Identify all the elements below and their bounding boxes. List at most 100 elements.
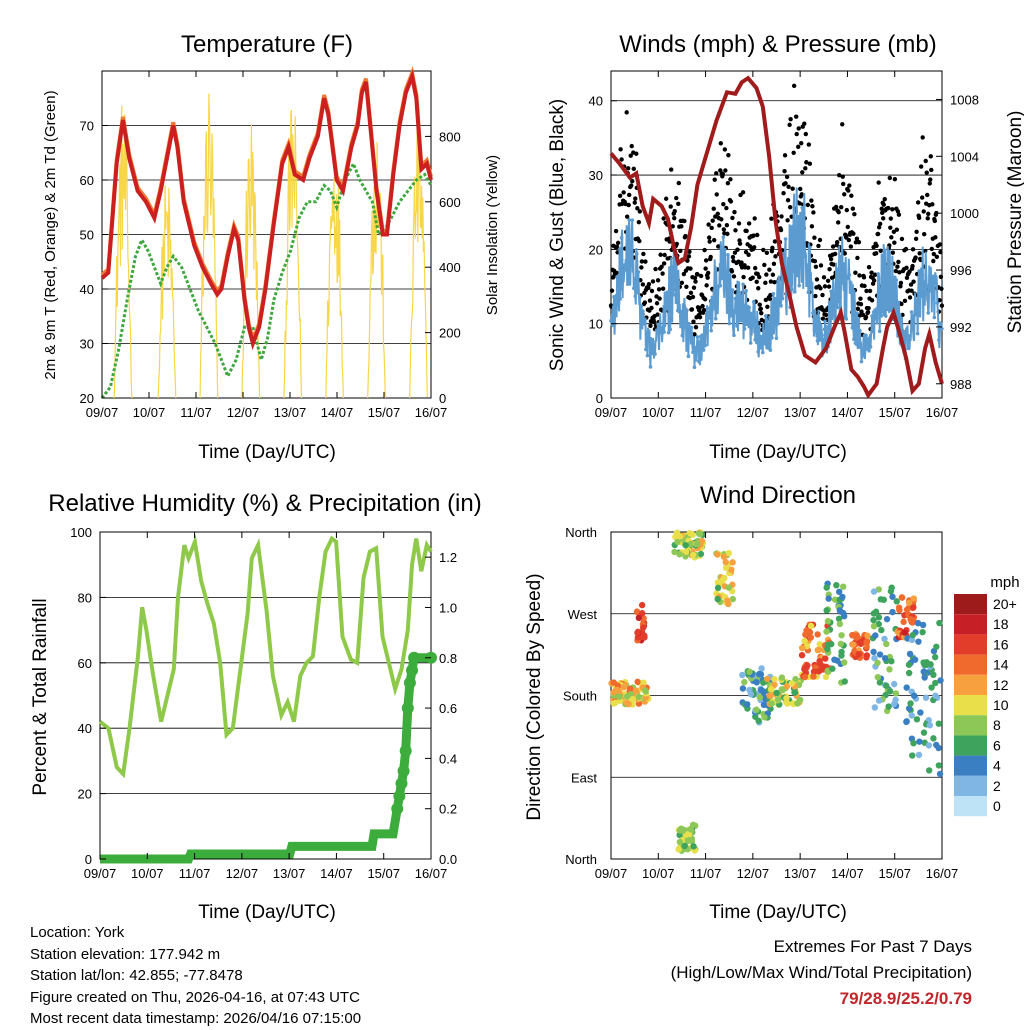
gust-point xyxy=(756,286,761,291)
temperature-xtick-label: 10/07 xyxy=(133,405,166,420)
direction-point xyxy=(674,538,681,546)
direction-point xyxy=(872,608,880,615)
direction-point xyxy=(881,655,889,662)
wind-speed-point xyxy=(609,319,613,323)
gust-point xyxy=(922,231,927,237)
wind-xtick-label: 16/07 xyxy=(926,405,959,420)
gust-point xyxy=(662,252,667,258)
pressure-line xyxy=(609,75,944,399)
gust-point xyxy=(615,240,621,246)
gust-point xyxy=(918,164,924,169)
rainfall-point xyxy=(397,764,410,777)
gust-point xyxy=(621,190,626,195)
legend-title: mph xyxy=(990,574,1019,591)
gust-point xyxy=(833,204,839,210)
gust-point xyxy=(648,323,653,328)
gust-point xyxy=(809,198,814,203)
rh-ytick-right-label: 1.2 xyxy=(439,550,457,565)
direction-point xyxy=(822,673,830,681)
gust-point xyxy=(861,275,867,280)
wind-speed-point xyxy=(827,300,832,305)
gust-point xyxy=(866,264,872,270)
direction-point xyxy=(802,631,809,638)
gust-point xyxy=(726,153,731,158)
wind-speed-point xyxy=(938,321,943,326)
wind-speed-point xyxy=(896,304,900,308)
gust-point xyxy=(708,254,713,260)
gust-point xyxy=(924,170,929,175)
wind-speed-point xyxy=(774,336,779,341)
direction-point xyxy=(932,679,939,687)
direction-point xyxy=(876,651,884,658)
gust-point xyxy=(679,280,685,286)
direction-point xyxy=(932,692,939,699)
direction-point xyxy=(905,669,913,677)
wind-speed-point xyxy=(803,254,808,259)
gust-point xyxy=(649,305,654,311)
gust-point xyxy=(617,193,623,198)
rh-ytick-label: 100 xyxy=(70,525,92,540)
legend-swatch xyxy=(954,695,987,716)
direction-point xyxy=(823,607,830,614)
gust-point xyxy=(907,269,912,274)
dewpoint-line xyxy=(100,159,433,399)
direction-point xyxy=(871,654,878,662)
gust-point xyxy=(746,221,752,226)
direction-point xyxy=(886,666,893,673)
direction-point xyxy=(889,593,896,600)
wind-speed-point xyxy=(648,365,653,369)
solar-insolation-line xyxy=(113,105,133,399)
direction-point xyxy=(871,704,879,711)
temperature-ytick-label: 30 xyxy=(80,337,94,352)
wind-speed-point xyxy=(808,245,812,250)
gust-point xyxy=(857,273,862,278)
wind-speed-point xyxy=(741,282,745,287)
wind-speed-point xyxy=(868,345,873,349)
wind-speed-point xyxy=(823,319,827,324)
wind-xtick-label: 13/07 xyxy=(784,405,817,420)
gust-point xyxy=(806,142,812,147)
gust-point xyxy=(718,141,723,146)
gust-point xyxy=(682,218,687,224)
gust-point xyxy=(703,258,709,263)
direction-point xyxy=(816,641,823,648)
direction-point xyxy=(616,693,623,700)
legend-swatch xyxy=(954,796,987,817)
wind-speed-point xyxy=(706,315,710,320)
gust-point xyxy=(721,202,726,207)
wind-ylabel-right: Station Pressure (Maroon) xyxy=(1005,111,1024,334)
direction-point xyxy=(676,838,684,846)
direction-point xyxy=(675,846,682,853)
temperature-ytick-right-label: 400 xyxy=(439,260,461,275)
gust-point xyxy=(650,279,656,284)
wind-speed-point xyxy=(817,316,821,321)
gust-point xyxy=(811,210,816,215)
wind-speed-point xyxy=(814,314,818,319)
legend-swatch xyxy=(954,775,987,796)
direction-point xyxy=(696,531,704,538)
direction-point xyxy=(903,606,911,613)
direction-ytick-label: North xyxy=(565,852,597,867)
direction-point xyxy=(753,706,760,713)
gust-point xyxy=(714,171,719,176)
wind-speed-point xyxy=(671,293,676,297)
direction-point xyxy=(778,686,785,693)
wind-speed-point xyxy=(829,289,833,294)
wind-speed-point xyxy=(697,359,701,364)
gust-point xyxy=(619,157,624,162)
temperature-xlabel: Time (Day/UTC) xyxy=(198,442,336,463)
direction-point xyxy=(870,648,877,656)
direction-point xyxy=(888,658,895,665)
gust-point xyxy=(879,206,884,212)
wind-speed-point xyxy=(621,270,625,274)
direction-point xyxy=(824,617,832,625)
gust-point xyxy=(633,196,638,201)
direction-point xyxy=(905,661,913,668)
gust-point xyxy=(784,174,790,180)
gust-point xyxy=(893,268,899,274)
gust-point xyxy=(701,307,707,313)
direction-point xyxy=(690,843,697,850)
gust-point xyxy=(706,222,711,227)
gust-point xyxy=(856,240,862,245)
direction-xtick-label: 15/07 xyxy=(878,866,911,881)
